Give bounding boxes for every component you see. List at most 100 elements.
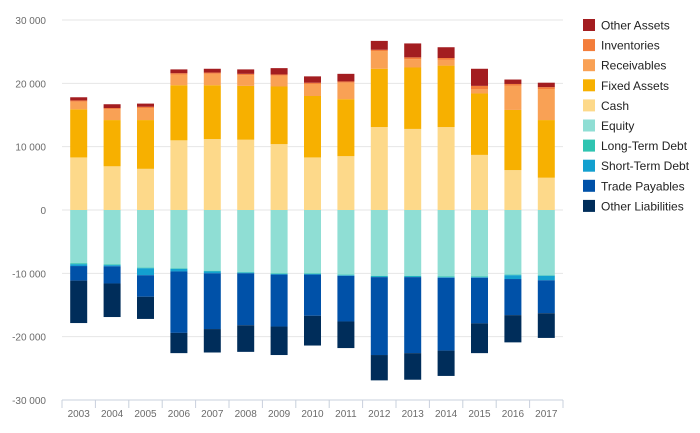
bar-inventories [270, 74, 288, 76]
legend-label: Trade Payables [601, 179, 685, 193]
bar-short-term-debt [504, 275, 522, 280]
bar-equity [370, 210, 388, 276]
bar-other-liabilities [270, 326, 288, 356]
x-tick-label: 2005 [134, 409, 157, 420]
bar-other-liabilities [437, 350, 455, 376]
bar-receivables [437, 59, 455, 66]
bar-other-liabilities [370, 355, 388, 381]
bar-fixed-assets [103, 120, 121, 167]
bar-cash [137, 168, 154, 210]
bar-other-assets [170, 69, 188, 74]
bar-fixed-assets [203, 85, 221, 140]
bar-short-term-debt [370, 276, 388, 278]
bar-fixed-assets [70, 109, 88, 158]
x-tick-label: 2007 [201, 409, 224, 420]
bar-other-assets [404, 43, 422, 58]
y-tick-label: 10 000 [15, 143, 46, 154]
bar-equity [103, 210, 121, 265]
bar-cash [370, 127, 388, 210]
bar-trade-payables [103, 266, 121, 284]
bar-other-liabilities [237, 325, 255, 352]
bar-other-liabilities [304, 315, 321, 346]
bar-receivables [404, 59, 422, 68]
bar-other-assets [203, 68, 221, 73]
bar-long-term-debt [537, 275, 555, 276]
bar-other-assets [137, 103, 154, 107]
bar-inventories [471, 85, 488, 90]
bar-fixed-assets [370, 68, 388, 128]
bar-other-assets [270, 68, 288, 75]
bar-other-assets [237, 69, 255, 74]
bar-long-term-debt [304, 273, 321, 274]
bar-trade-payables [170, 271, 188, 333]
bar-short-term-debt [304, 273, 321, 275]
y-tick-label: 20 000 [15, 79, 46, 90]
bar-receivables [137, 108, 154, 121]
bar-other-liabilities [170, 332, 188, 354]
bar-other-assets [537, 82, 555, 88]
legend-swatch [583, 199, 595, 212]
bars [70, 40, 555, 381]
legend-swatch [583, 39, 595, 52]
bar-fixed-assets [237, 85, 255, 140]
bar-short-term-debt [537, 275, 555, 281]
bar-receivables [370, 51, 388, 69]
bar-receivables [304, 83, 321, 96]
bar-long-term-debt [404, 275, 422, 277]
bar-inventories [504, 83, 522, 86]
bar-equity [270, 210, 288, 274]
bar-trade-payables [270, 274, 288, 327]
x-tick-label: 2017 [535, 409, 558, 420]
legend-label: Other Assets [601, 19, 670, 33]
bar-cash [270, 144, 288, 210]
bar-inventories [537, 87, 555, 90]
legend-swatch [583, 79, 595, 92]
bar-equity [170, 210, 188, 269]
bar-long-term-debt [170, 268, 188, 269]
bar-long-term-debt [504, 274, 522, 276]
bar-cash [203, 139, 221, 210]
y-tick-label: -10 000 [12, 269, 46, 280]
legend-label: Short-Term Debt [601, 159, 690, 173]
bar-equity [304, 210, 321, 274]
legend-label: Other Liabilities [601, 199, 684, 213]
bar-receivables [537, 89, 555, 121]
bar-receivables [203, 73, 221, 86]
bar-trade-payables [70, 266, 88, 281]
bar-cash [103, 166, 121, 210]
bar-cash [70, 157, 88, 210]
bar-inventories [203, 72, 221, 74]
bar-trade-payables [203, 273, 221, 330]
bar-trade-payables [537, 280, 555, 314]
bar-other-liabilities [70, 280, 88, 324]
bar-fixed-assets [337, 99, 355, 157]
bar-equity [137, 210, 154, 268]
bar-short-term-debt [137, 268, 154, 276]
bar-inventories [70, 100, 88, 102]
bar-fixed-assets [537, 120, 555, 178]
bar-trade-payables [237, 273, 255, 326]
bar-equity [237, 210, 255, 273]
bar-other-liabilities [103, 283, 121, 318]
y-tick-label: 0 [40, 206, 46, 217]
legend-label: Receivables [601, 59, 666, 73]
legend-swatch [583, 159, 595, 172]
bar-equity [504, 210, 522, 275]
bar-inventories [237, 73, 255, 76]
bar-cash [237, 139, 255, 210]
bar-inventories [437, 58, 455, 60]
bar-long-term-debt [103, 264, 121, 266]
bar-short-term-debt [471, 277, 488, 278]
bar-inventories [337, 81, 355, 83]
legend-label: Cash [601, 99, 629, 113]
bar-short-term-debt [70, 264, 88, 267]
bar-cash [304, 157, 321, 210]
legend-label: Inventories [601, 39, 660, 53]
bar-equity [70, 210, 88, 264]
bar-fixed-assets [270, 86, 288, 145]
bar-short-term-debt [203, 271, 221, 274]
legend-swatch [583, 59, 595, 72]
legend-swatch [583, 139, 595, 152]
bar-cash [170, 140, 188, 210]
legend: Other Assets Inventories Receivables Fixed … [583, 19, 690, 213]
